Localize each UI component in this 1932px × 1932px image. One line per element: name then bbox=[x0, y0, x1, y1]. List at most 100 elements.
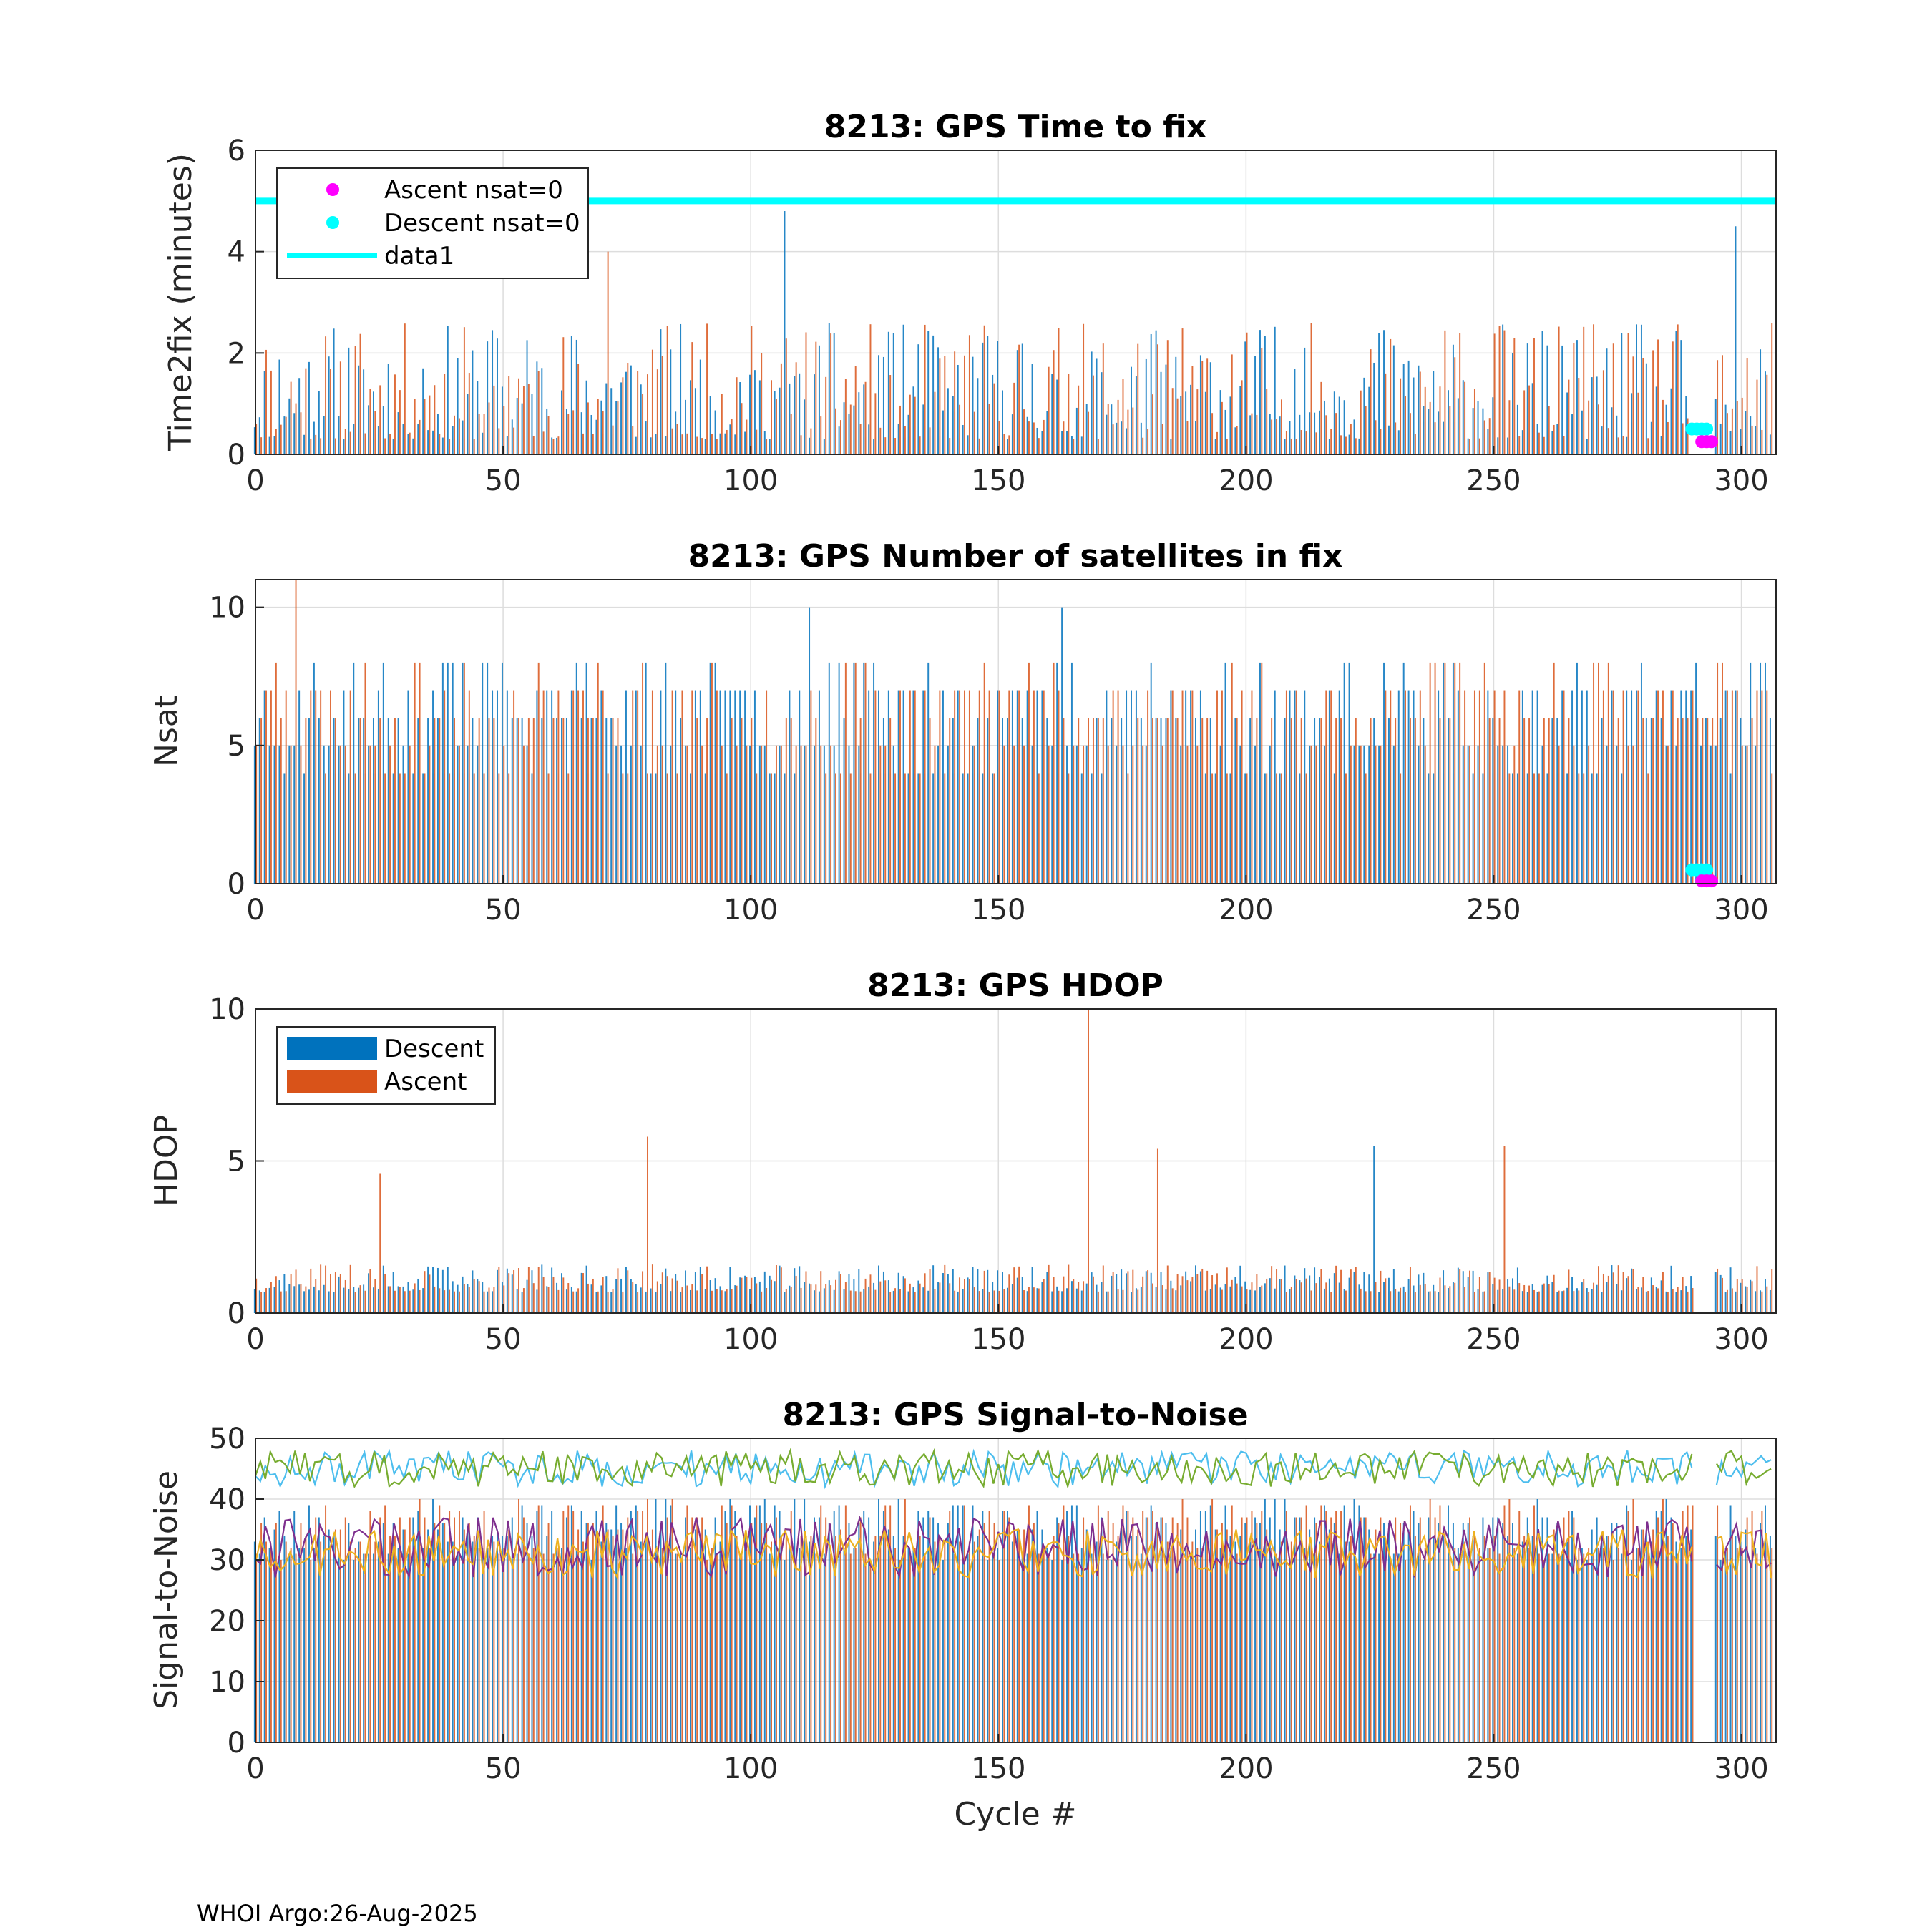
bar-ascent bbox=[736, 1536, 738, 1742]
bar-ascent bbox=[1127, 1511, 1129, 1742]
bar-descent bbox=[1214, 1529, 1216, 1742]
bar-ascent bbox=[592, 434, 594, 454]
bar-ascent bbox=[1033, 1523, 1035, 1742]
bar-ascent bbox=[1553, 1529, 1555, 1742]
bar-ascent bbox=[1201, 361, 1204, 454]
bar-ascent bbox=[1107, 745, 1109, 884]
bar-ascent bbox=[552, 1553, 555, 1742]
bar-ascent bbox=[805, 1536, 807, 1742]
bar-descent bbox=[1418, 1274, 1420, 1313]
bar-descent bbox=[843, 1289, 845, 1313]
bar-ascent bbox=[270, 370, 272, 454]
bar-descent bbox=[863, 662, 865, 884]
bar-ascent bbox=[498, 428, 500, 454]
bar-ascent bbox=[1206, 1270, 1209, 1313]
bar-ascent bbox=[439, 1505, 441, 1742]
bar-ascent bbox=[884, 437, 887, 454]
bar-ascent bbox=[1553, 662, 1555, 884]
bar-ascent bbox=[1488, 418, 1491, 454]
bar-descent bbox=[556, 718, 558, 884]
bar-descent bbox=[1244, 773, 1246, 884]
bar-ascent bbox=[1261, 1511, 1263, 1742]
bar-descent bbox=[441, 662, 444, 884]
bar-descent bbox=[833, 1289, 835, 1313]
bar-ascent bbox=[310, 1268, 312, 1313]
bar-descent bbox=[670, 1291, 672, 1313]
bar-ascent bbox=[1756, 1266, 1758, 1313]
bar-descent bbox=[1507, 1279, 1509, 1313]
bar-ascent bbox=[1073, 745, 1075, 884]
bar-ascent bbox=[1731, 690, 1733, 884]
bar-ascent bbox=[839, 773, 841, 884]
bar-descent bbox=[660, 1284, 662, 1313]
bar-descent bbox=[650, 1288, 652, 1313]
bar-ascent bbox=[1097, 1291, 1099, 1313]
bar-ascent bbox=[527, 384, 530, 454]
bar-descent bbox=[1234, 718, 1236, 884]
bar-ascent bbox=[260, 1523, 263, 1742]
bar-ascent bbox=[1558, 326, 1560, 454]
bar-descent bbox=[556, 1282, 558, 1313]
bar-descent bbox=[734, 690, 736, 884]
bar-descent bbox=[363, 369, 365, 454]
bar-ascent bbox=[1498, 326, 1501, 454]
bar-descent bbox=[1392, 1553, 1395, 1742]
bar-ascent bbox=[290, 1548, 292, 1742]
bar-descent bbox=[462, 420, 464, 454]
bar-descent bbox=[1165, 1523, 1167, 1742]
bar-descent bbox=[887, 1529, 889, 1742]
bar-ascent bbox=[1211, 1499, 1214, 1742]
bar-ascent bbox=[1464, 690, 1466, 884]
bar-descent bbox=[328, 1529, 330, 1742]
bar-ascent bbox=[775, 1517, 777, 1742]
bar-ascent bbox=[1598, 662, 1599, 884]
bar-ascent bbox=[1142, 437, 1144, 454]
bar-descent bbox=[873, 662, 875, 884]
bar-ascent bbox=[305, 368, 307, 454]
bar-ascent bbox=[1726, 413, 1728, 454]
bar-ascent bbox=[993, 773, 995, 884]
bar-ascent bbox=[1637, 1287, 1639, 1313]
bar-ascent bbox=[1746, 1287, 1748, 1313]
bar-ascent bbox=[1459, 333, 1461, 454]
bar-descent bbox=[392, 438, 394, 454]
bar-ascent bbox=[790, 718, 792, 884]
bar-ascent bbox=[721, 1290, 723, 1313]
bar-ascent bbox=[666, 326, 668, 454]
bar-descent bbox=[323, 745, 325, 884]
bar-ascent bbox=[1256, 1274, 1258, 1313]
bar-ascent bbox=[1360, 390, 1362, 454]
bar-ascent bbox=[414, 399, 416, 454]
bar-descent bbox=[605, 383, 608, 454]
bar-ascent bbox=[1667, 1536, 1669, 1742]
bar-descent bbox=[1467, 438, 1469, 454]
bar-descent bbox=[452, 662, 454, 884]
bar-descent bbox=[753, 370, 756, 454]
bar-descent bbox=[1477, 1553, 1479, 1742]
bar-ascent bbox=[1439, 718, 1441, 884]
bar-descent bbox=[789, 1548, 791, 1742]
bar-descent bbox=[1066, 1511, 1068, 1742]
bar-ascent bbox=[899, 1560, 901, 1742]
bar-ascent bbox=[1355, 718, 1357, 884]
bar-descent bbox=[685, 1270, 687, 1313]
bar-descent bbox=[1457, 398, 1459, 454]
bar-ascent bbox=[532, 718, 535, 884]
bar-descent bbox=[749, 745, 751, 884]
bar-ascent bbox=[1256, 718, 1258, 884]
bar-descent bbox=[1021, 1553, 1023, 1742]
bar-ascent bbox=[944, 1264, 946, 1313]
bar-ascent bbox=[919, 436, 921, 454]
bar-ascent bbox=[949, 1511, 951, 1742]
bar-ascent bbox=[1088, 718, 1089, 884]
bar-ascent bbox=[1058, 690, 1060, 884]
bar-ascent bbox=[399, 1287, 401, 1313]
bar-ascent bbox=[1612, 343, 1614, 454]
bar-ascent bbox=[1419, 371, 1421, 454]
bar-ascent bbox=[1315, 745, 1317, 884]
bar-ascent bbox=[468, 690, 470, 884]
bar-descent bbox=[1428, 409, 1430, 454]
x-tick-label: 0 bbox=[246, 464, 264, 497]
bar-ascent bbox=[686, 745, 688, 884]
bar-descent bbox=[397, 1548, 399, 1742]
